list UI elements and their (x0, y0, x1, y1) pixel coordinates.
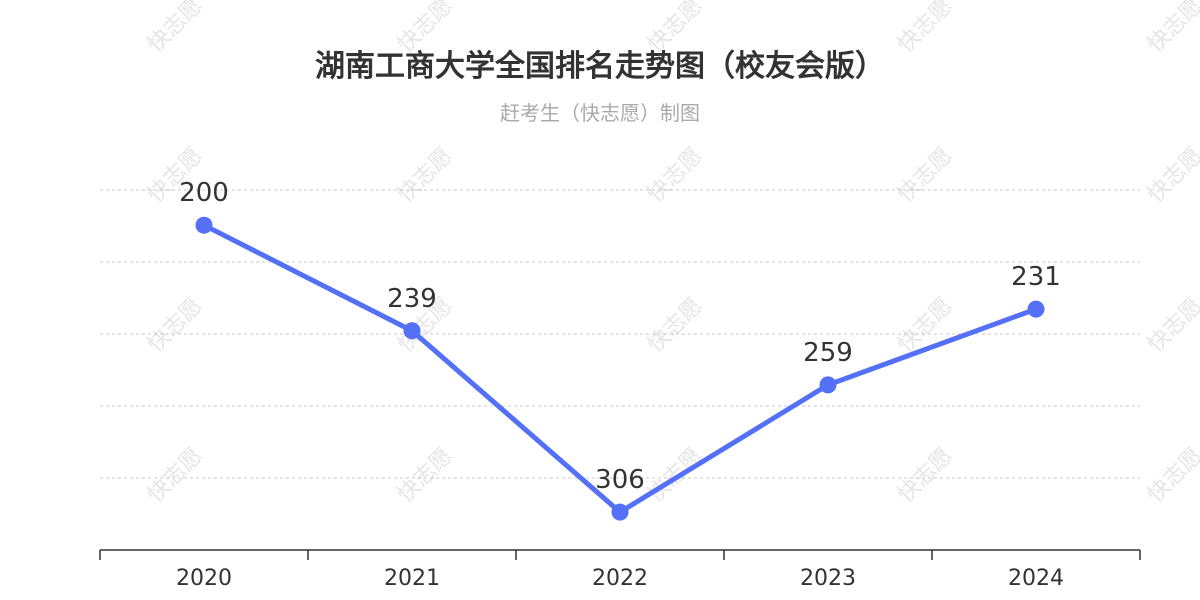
data-label: 231 (1011, 262, 1061, 292)
x-tick-label: 2021 (384, 566, 440, 591)
watermark-text: 快志愿 (143, 443, 207, 507)
data-label: 200 (179, 178, 229, 208)
data-label: 306 (595, 465, 645, 495)
x-tick-label: 2023 (800, 566, 856, 591)
data-point (403, 322, 421, 340)
data-point (195, 216, 213, 234)
watermark-text: 快志愿 (1143, 143, 1200, 207)
x-axis: 2020 2021 2022 2023 2024 (99, 549, 1141, 591)
watermark-text: 快志愿 (893, 143, 957, 207)
watermark-text: 快志愿 (1143, 0, 1200, 58)
data-point (819, 376, 837, 394)
data-point (1027, 300, 1045, 318)
watermark-text: 快志愿 (393, 143, 457, 207)
data-label: 259 (803, 338, 853, 368)
watermark-text: 快志愿 (643, 143, 707, 207)
watermark-text: 快志愿 (143, 293, 207, 357)
watermark-text: 快志愿 (1143, 293, 1200, 357)
watermark-text: 快志愿 (643, 293, 707, 357)
watermark-text: 快志愿 (893, 443, 957, 507)
grid-lines (100, 189, 1140, 479)
watermark-text: 快志愿 (143, 0, 207, 58)
watermark-text: 快志愿 (393, 443, 457, 507)
x-tick-label: 2022 (592, 566, 648, 591)
x-tick-label: 2020 (176, 566, 232, 591)
watermark-text: 快志愿 (893, 0, 957, 58)
chart-subtitle: 赶考生（快志愿）制图 (500, 101, 700, 125)
data-label: 239 (387, 284, 437, 314)
watermark-text: 快志愿 (1143, 443, 1200, 507)
series-layer: 200 239 306 259 231 (179, 178, 1061, 521)
chart-title: 湖南工商大学全国排名走势图（校友会版） (315, 49, 885, 84)
x-tick-label: 2024 (1008, 566, 1064, 591)
data-point (611, 503, 629, 521)
